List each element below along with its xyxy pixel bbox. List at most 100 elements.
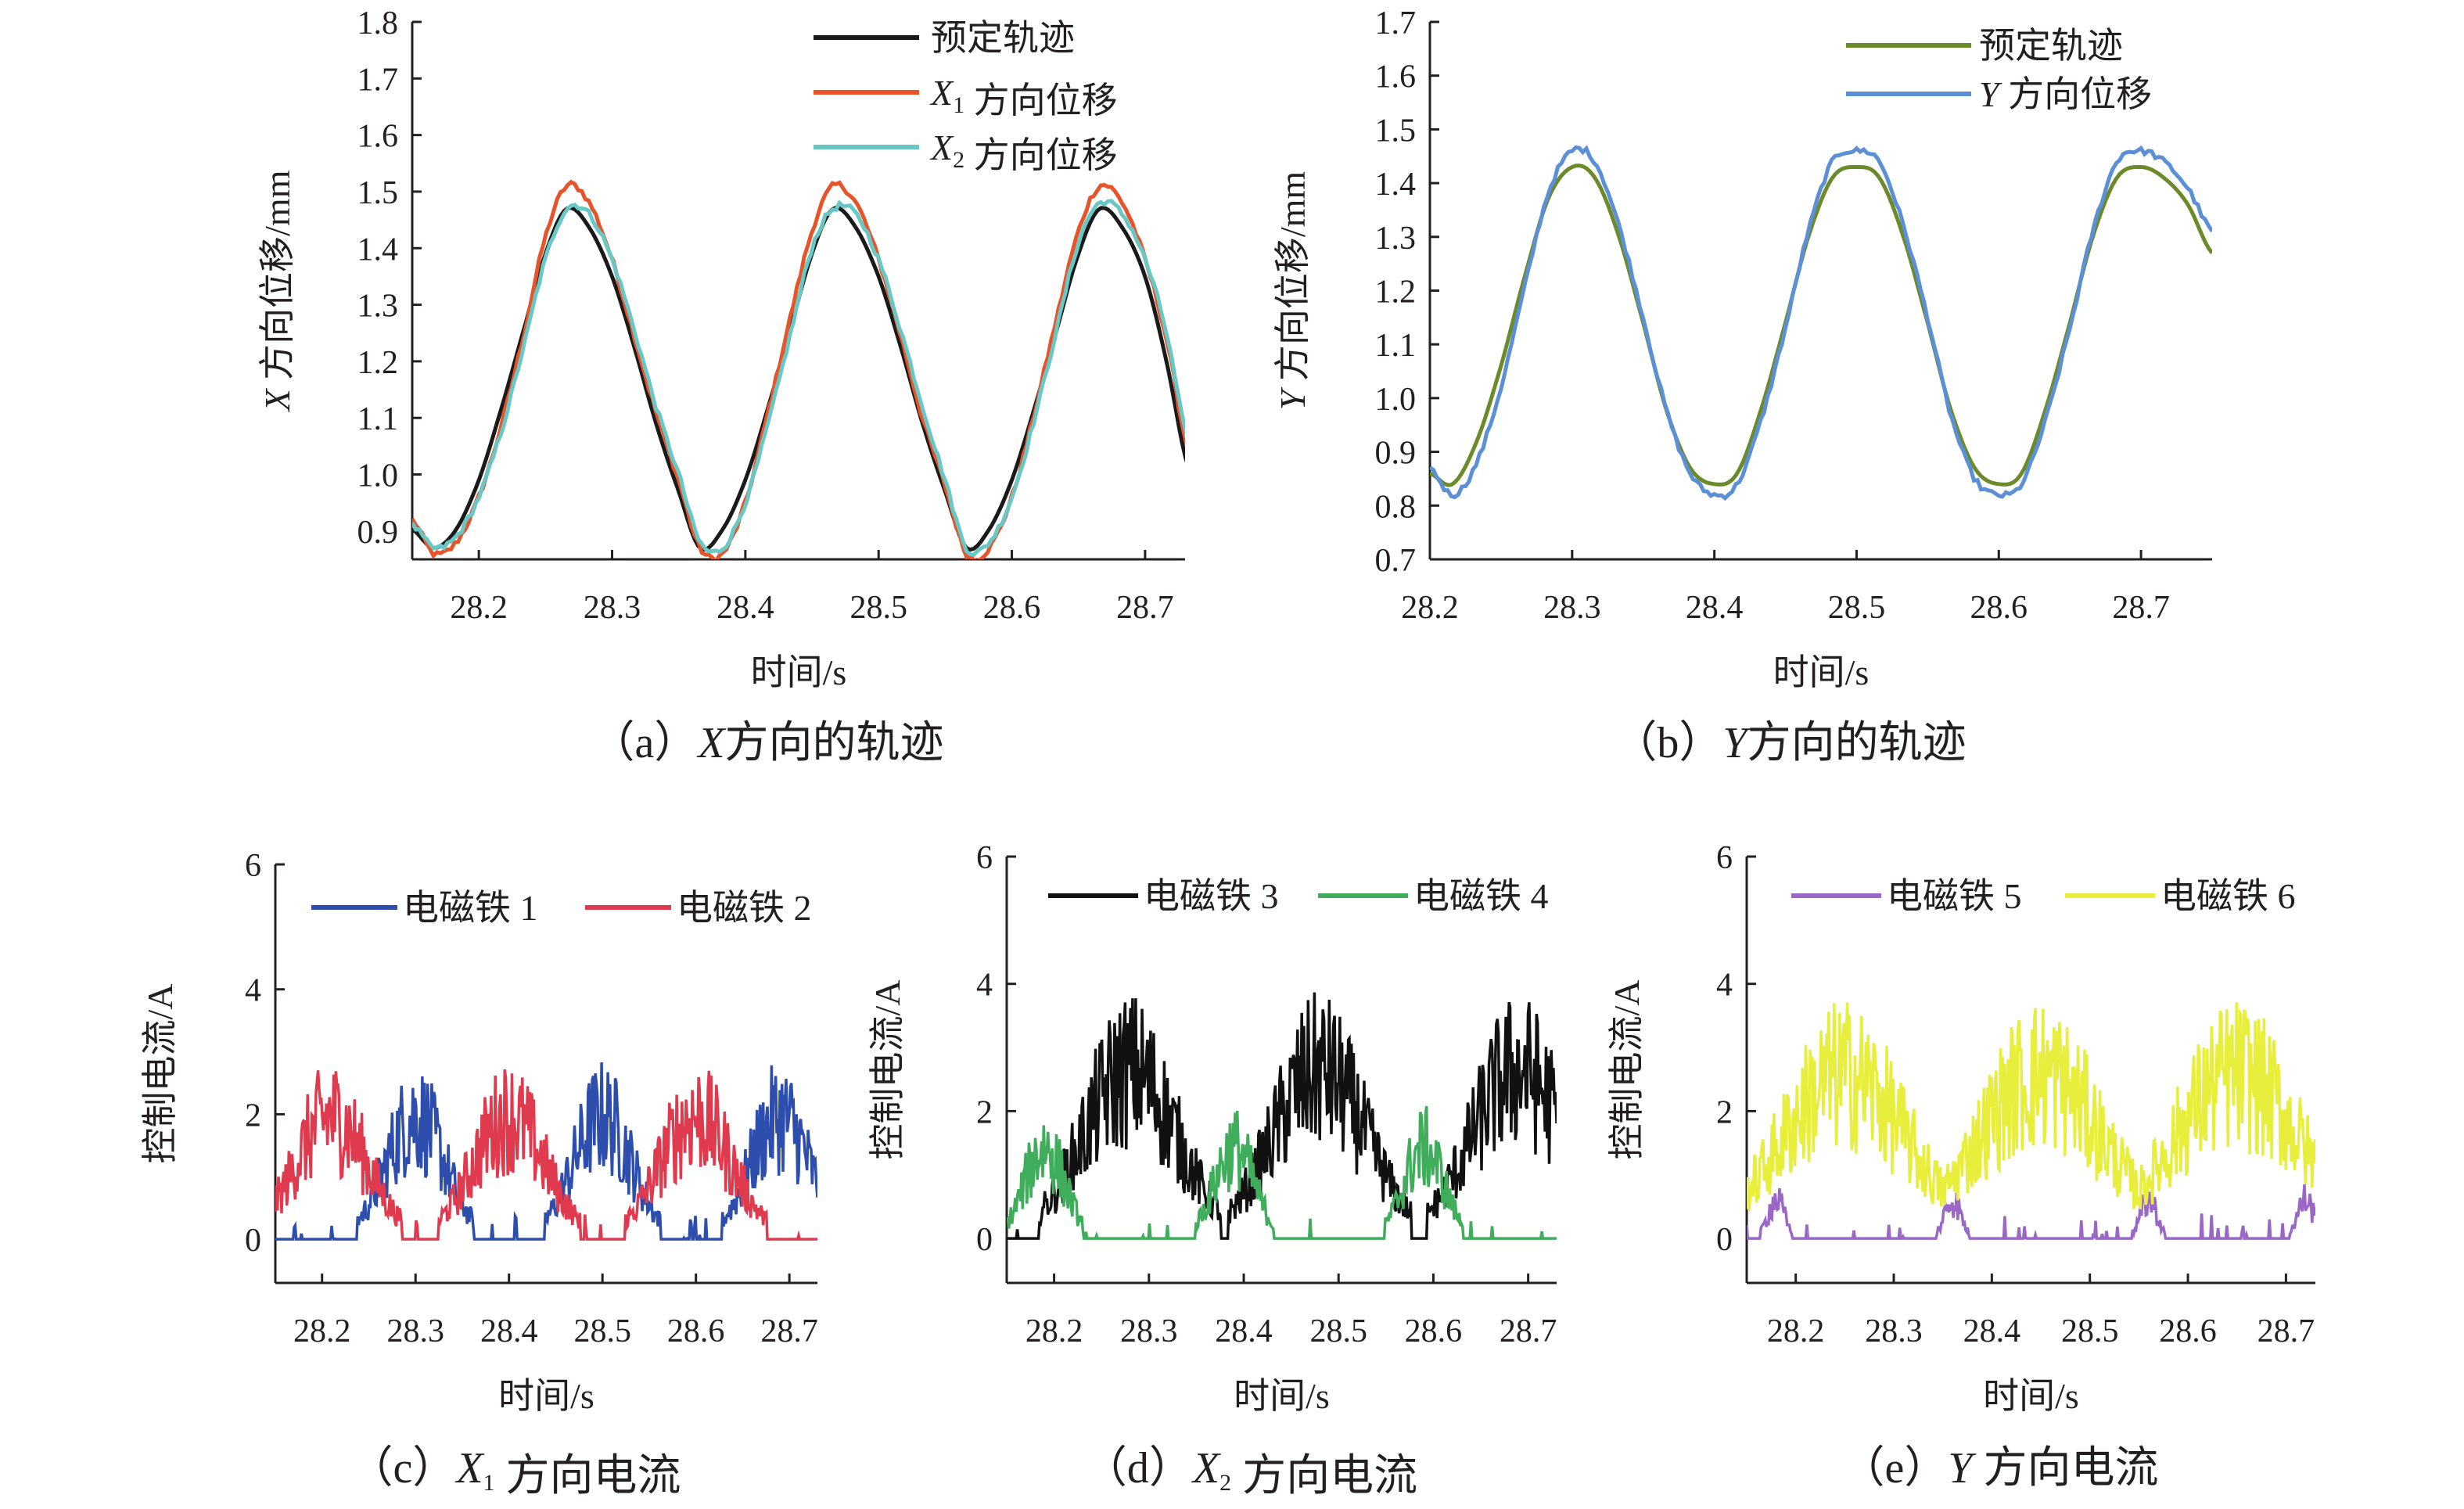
y-tick-label: 1.0 — [1375, 382, 1417, 418]
x-tick-label: 28.4 — [1215, 1313, 1273, 1349]
x-tick-label: 28.5 — [2061, 1313, 2119, 1349]
legend-label: X1 方向位移 — [929, 73, 1118, 120]
x-tick-label: 28.2 — [1401, 590, 1459, 626]
y-tick-label: 0.9 — [357, 515, 399, 551]
legend-label: 电磁铁 1 — [403, 888, 538, 928]
x-tick-label: 28.7 — [760, 1313, 818, 1349]
y-tick-label: 4 — [245, 973, 261, 1009]
legend-label: 电磁铁 3 — [1144, 876, 1279, 916]
series-1-line — [275, 1062, 817, 1241]
chart-a: 0.9 1.0 1.1 1.2 1.3 1.4 1.5 1.6 1.7 1.8 28.2 28.3 28… — [257, 5, 1185, 767]
y-tick-label: 1.5 — [357, 175, 399, 211]
y-tick-label: 6 — [1716, 840, 1733, 876]
y-tick-label: 1.3 — [357, 289, 399, 325]
x-tick-label: 28.5 — [573, 1313, 631, 1349]
x-tick-label: 28.7 — [1500, 1313, 1557, 1349]
y-tick-label: 1.4 — [357, 232, 399, 268]
caption: （e）Y 方向电流 — [1841, 1444, 2158, 1493]
y-tick-label: 1.7 — [357, 62, 399, 98]
x-tick-label: 28.4 — [1963, 1313, 2021, 1349]
y-axis-label: Y 方向位移/mm — [1273, 171, 1313, 411]
series-2-line — [1007, 1105, 1557, 1240]
x-tick-label: 28.7 — [1116, 590, 1174, 626]
x-tick-label: 28.2 — [450, 590, 508, 626]
series-1-line — [1007, 992, 1557, 1240]
x-tick-label: 28.3 — [1543, 590, 1601, 626]
y-tick-label: 1.1 — [357, 401, 399, 437]
series-2-line — [1430, 145, 2212, 501]
x-tick-label: 28.7 — [2257, 1313, 2315, 1349]
y-tick-label: 1.2 — [357, 345, 399, 381]
x-tick-label: 28.7 — [2112, 590, 2170, 626]
x-tick-label: 28.6 — [1970, 590, 2028, 626]
chart-b: 0.7 0.8 0.9 1.0 1.1 1.2 1.3 1.4 1.5 1.6 1.7 28.2 28.… — [1273, 5, 2212, 767]
y-tick-label: 0 — [976, 1222, 993, 1258]
y-tick-label: 0 — [245, 1223, 261, 1259]
y-tick-label: 0.7 — [1375, 543, 1417, 579]
x-axis-label: 时间/s — [498, 1376, 594, 1416]
x-axis-label: 时间/s — [1773, 652, 1870, 692]
legend-label: X2 方向位移 — [929, 128, 1118, 175]
series-1-line — [1430, 163, 2212, 487]
y-tick-label: 1.4 — [1375, 167, 1417, 203]
y-axis-label: 控制电流/A — [867, 980, 907, 1160]
y-tick-label: 0.9 — [1375, 436, 1417, 472]
x-axis-label: 时间/s — [1983, 1376, 2079, 1416]
series-1-line — [1747, 1184, 2315, 1240]
x-tick-label: 28.2 — [1767, 1313, 1825, 1349]
y-axis-label: 控制电流/A — [1607, 980, 1647, 1160]
x-tick-label: 28.6 — [983, 590, 1041, 626]
y-tick-label: 1.5 — [1375, 113, 1417, 149]
x-tick-label: 28.4 — [1686, 590, 1744, 626]
chart-e: 0 2 4 6 28.2 28.3 28.4 28.5 28.6 28.7 时间/s 控制电流/A （e… — [1607, 840, 2315, 1493]
y-tick-label: 0 — [1716, 1222, 1733, 1258]
chart-d: 0 2 4 6 28.2 28.3 28.4 28.5 28.6 28.7 时间/s 控制电流/A （d… — [867, 840, 1557, 1500]
y-tick-label: 1.1 — [1375, 328, 1417, 364]
x-tick-label: 28.4 — [717, 590, 774, 626]
y-tick-label: 1.7 — [1375, 5, 1417, 41]
caption: （d）X2 方向电流 — [1083, 1444, 1417, 1500]
y-tick-label: 2 — [1716, 1094, 1733, 1130]
x-tick-label: 28.2 — [1025, 1313, 1083, 1349]
caption: （a）X方向的轨迹 — [591, 719, 943, 767]
y-tick-label: 6 — [976, 840, 993, 876]
series-3-line — [412, 199, 1185, 558]
y-tick-label: 4 — [976, 968, 993, 1004]
legend-label: 电磁铁 2 — [677, 888, 812, 928]
legend-label: 电磁铁 4 — [1413, 876, 1549, 916]
x-tick-label: 28.4 — [480, 1313, 538, 1349]
x-axis-label: 时间/s — [751, 652, 847, 692]
caption: （c）X1 方向电流 — [349, 1444, 681, 1500]
legend-label: 预定轨迹 — [931, 18, 1075, 58]
y-tick-label: 2 — [976, 1094, 993, 1130]
series-2-line — [275, 1069, 817, 1241]
x-tick-label: 28.5 — [1309, 1313, 1367, 1349]
legend-label: 电磁铁 5 — [1887, 876, 2022, 916]
x-tick-label: 28.5 — [1828, 590, 1886, 626]
x-tick-label: 28.3 — [386, 1313, 444, 1349]
y-tick-label: 1.6 — [357, 119, 399, 155]
x-tick-label: 28.3 — [584, 590, 641, 626]
y-tick-label: 1.6 — [1375, 59, 1417, 95]
x-tick-label: 28.3 — [1120, 1313, 1178, 1349]
y-tick-label: 1.8 — [357, 5, 399, 41]
legend-label: 预定轨迹 — [1979, 26, 2123, 66]
y-tick-label: 1.2 — [1375, 275, 1417, 311]
y-tick-label: 0.8 — [1375, 489, 1417, 525]
y-tick-label: 1.0 — [357, 458, 399, 494]
y-tick-label: 6 — [245, 848, 261, 884]
x-axis-label: 时间/s — [1234, 1376, 1330, 1416]
y-tick-label: 4 — [1716, 968, 1733, 1004]
x-tick-label: 28.5 — [849, 590, 907, 626]
legend-label: Y 方向位移 — [1979, 74, 2152, 114]
x-tick-label: 28.6 — [1405, 1313, 1463, 1349]
series-2-line — [1747, 1002, 2315, 1211]
caption: （b）Y方向的轨迹 — [1613, 719, 1966, 767]
x-tick-label: 28.6 — [667, 1313, 725, 1349]
y-axis-label: X 方向位移/mm — [257, 170, 297, 412]
y-tick-label: 2 — [245, 1098, 261, 1134]
x-tick-label: 28.6 — [2159, 1313, 2217, 1349]
x-tick-label: 28.3 — [1865, 1313, 1923, 1349]
y-tick-label: 1.3 — [1375, 221, 1417, 257]
